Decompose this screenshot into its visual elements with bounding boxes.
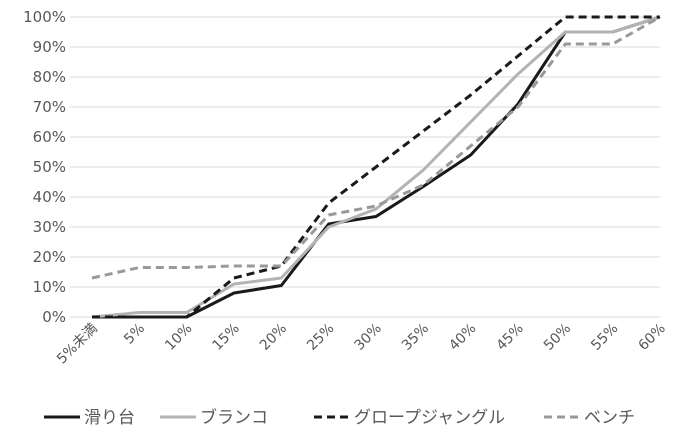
x-tick-label: 5%未満 bbox=[54, 321, 101, 368]
x-tick-label: 60% bbox=[636, 321, 669, 354]
x-tick-label: 15% bbox=[210, 321, 243, 354]
legend-label-2: グロープジャングル bbox=[354, 408, 505, 428]
x-tick-label: 30% bbox=[352, 321, 385, 354]
series-line-2 bbox=[92, 15, 660, 319]
y-tick-label: 70% bbox=[33, 98, 66, 116]
y-tick-label: 10% bbox=[33, 278, 66, 296]
y-axis-tick-labels: 0% 10% 20% 30% 40% 50% 60% 70% 80% 90% 100% bbox=[23, 8, 66, 326]
legend-label-3: ベンチ bbox=[584, 408, 635, 428]
x-tick-label: 40% bbox=[446, 321, 479, 354]
series-lines bbox=[91, 15, 661, 319]
y-tick-label: 80% bbox=[33, 68, 66, 86]
y-tick-label: 100% bbox=[23, 8, 66, 26]
series-line-1 bbox=[91, 15, 661, 319]
x-axis-tick-labels: 5%未満 5% 10% 15% 20% 25% 30% 35% 40% 45% 50% 55% 60% bbox=[54, 321, 669, 368]
gridlines bbox=[70, 16, 660, 318]
y-tick-label: 40% bbox=[33, 188, 66, 206]
legend-label-0: 滑り台 bbox=[84, 408, 135, 428]
x-tick-label: 10% bbox=[162, 321, 195, 354]
y-tick-label: 20% bbox=[33, 248, 66, 266]
legend-label-1: ブランコ bbox=[200, 407, 268, 428]
legend: 滑り台 ブランコ グロープジャングル ベンチ bbox=[44, 407, 635, 428]
x-tick-label: 5% bbox=[121, 321, 148, 348]
x-tick-label: 25% bbox=[304, 321, 337, 354]
x-tick-label: 45% bbox=[494, 321, 527, 354]
series-line-3 bbox=[91, 15, 661, 280]
y-tick-label: 90% bbox=[33, 38, 66, 56]
x-tick-label: 35% bbox=[399, 321, 432, 354]
x-tick-label: 20% bbox=[257, 321, 290, 354]
x-tick-label: 55% bbox=[588, 321, 621, 354]
y-tick-label: 60% bbox=[33, 128, 66, 146]
y-tick-label: 0% bbox=[42, 308, 66, 326]
y-tick-label: 30% bbox=[33, 218, 66, 236]
x-tick-label: 50% bbox=[541, 321, 574, 354]
y-tick-label: 50% bbox=[33, 158, 66, 176]
